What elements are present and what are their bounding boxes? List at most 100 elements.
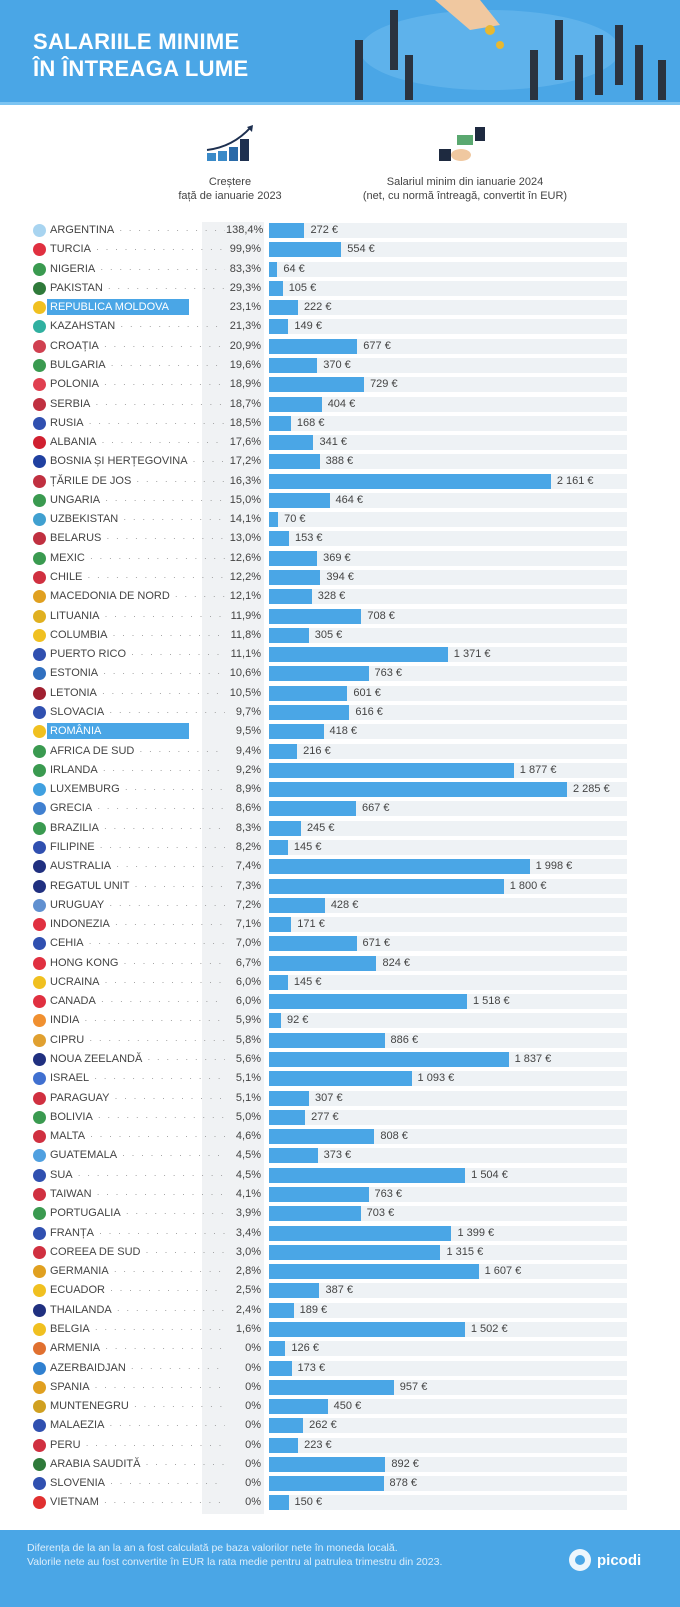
- wage-label: 373 €: [323, 1149, 352, 1162]
- leader-dots: · · · · · · · · · · · · · · · · · · · · …: [119, 225, 225, 235]
- flag-icon: [33, 1438, 46, 1452]
- bar-track: [269, 435, 627, 451]
- flag-icon: [33, 918, 46, 932]
- growth-label: 83,3%: [229, 262, 261, 275]
- wage-bar: [269, 1321, 465, 1337]
- country-label: MALTA: [50, 1130, 86, 1143]
- country-cell: AUSTRALIA · · · · · · · · · · · · · · · ·…: [47, 858, 225, 874]
- chart-row: COREEA DE SUD · · · · · · · · · · · · · ·…: [0, 1243, 680, 1262]
- wage-label: 667 €: [361, 802, 390, 815]
- chart-row: SERBIA · · · · · · · · · · · · · · · · · …: [0, 395, 680, 414]
- wage-bar: [269, 1244, 441, 1260]
- wage-label: 262 €: [309, 1419, 337, 1432]
- chart-row: REGATUL UNIT · · · · · · · · · · · · · · …: [0, 877, 680, 896]
- country-label: MUNTENEGRU: [50, 1400, 129, 1413]
- growth-label: 6,0%: [235, 995, 261, 1008]
- country-label: CIPRU: [50, 1033, 85, 1046]
- wage-bar: [269, 570, 321, 586]
- flag-icon: [33, 879, 46, 893]
- wage-label: 1 998 €: [535, 860, 573, 873]
- growth-label: 12,2%: [229, 571, 261, 584]
- growth-label: 0%: [245, 1457, 261, 1470]
- growth-label: 9,4%: [235, 744, 261, 757]
- chart-row: MEXIC · · · · · · · · · · · · · · · · · ·…: [0, 549, 680, 568]
- chart-row: LETONIA · · · · · · · · · · · · · · · · ·…: [0, 684, 680, 703]
- picodi-logo-icon: [569, 1549, 591, 1571]
- wage-bar: [269, 685, 348, 701]
- bar-track: [269, 300, 627, 316]
- country-cell: LUXEMBURG · · · · · · · · · · · · · · · ·…: [47, 781, 225, 797]
- growth-label: 11,8%: [230, 628, 261, 641]
- bar-track: [269, 261, 627, 277]
- country-label: TAIWAN: [50, 1188, 92, 1200]
- country-cell: ISRAEL · · · · · · · · · · · · · · · · · …: [47, 1070, 225, 1086]
- country-cell: BOSNIA ȘI HERȚEGOVINA · · · · · · · · · ·…: [47, 453, 225, 469]
- country-cell: ROMÂNIA: [47, 723, 225, 740]
- leader-dots: · · · · · · · · · · · · · · · · · · · · …: [101, 437, 225, 448]
- wage-label: 305 €: [314, 628, 343, 641]
- country-cell: VIETNAM · · · · · · · · · · · · · · · · ·…: [47, 1494, 225, 1510]
- wage-label: 763 €: [374, 667, 403, 680]
- wage-bar: [269, 1167, 466, 1183]
- chart-row: UCRAINA · · · · · · · · · · · · · · · · ·…: [0, 973, 680, 992]
- chart-row: URUGUAY · · · · · · · · · · · · · · · · ·…: [0, 896, 680, 915]
- country-cell: COLUMBIA · · · · · · · · · · · · · · · · …: [47, 627, 225, 643]
- chart-row: MALTA · · · · · · · · · · · · · · · · · ·…: [0, 1127, 680, 1146]
- country-label: SLOVACIA: [50, 706, 105, 718]
- wage-bar: [269, 357, 318, 373]
- country-cell: GRECIA · · · · · · · · · · · · · · · · · …: [47, 800, 225, 816]
- country-label: ARABIA SAUDITĂ: [50, 1457, 141, 1470]
- header-banner: SALARIILE MINIME ÎN ÎNTREAGA LUME: [0, 0, 680, 105]
- flag-icon: [33, 1400, 46, 1414]
- wage-bar: [269, 550, 318, 566]
- chart-row: CHILE · · · · · · · · · · · · · · · · · ·…: [0, 568, 680, 587]
- wage-bar: [269, 280, 283, 296]
- country-cell: UZBEKISTAN · · · · · · · · · · · · · · · …: [47, 511, 225, 527]
- flag-icon: [33, 840, 46, 854]
- country-cell: UNGARIA · · · · · · · · · · · · · · · · ·…: [47, 492, 225, 508]
- growth-label: 7,1%: [235, 918, 261, 931]
- wage-bar: [269, 1206, 361, 1222]
- country-label: POLONIA: [50, 378, 99, 391]
- growth-label: 19,6%: [229, 358, 261, 371]
- wage-label: 1 837 €: [514, 1053, 552, 1066]
- wage-bar: [269, 878, 504, 894]
- country-cell: SLOVACIA · · · · · · · · · · · · · · · · …: [47, 704, 225, 720]
- chart-row: CIPRU · · · · · · · · · · · · · · · · · ·…: [0, 1031, 680, 1050]
- wage-label: 105 €: [288, 281, 317, 294]
- wage-label: 149 €: [294, 320, 322, 333]
- wage-label: 703 €: [366, 1207, 395, 1220]
- growth-label: 9,7%: [235, 706, 261, 718]
- growth-label: 12,6%: [229, 551, 261, 564]
- growth-label: 0%: [245, 1342, 261, 1355]
- wage-bar: [269, 396, 322, 412]
- country-label: MACEDONIA DE NORD: [50, 590, 170, 603]
- flag-icon: [33, 301, 46, 315]
- wage-bar: [269, 1456, 386, 1472]
- wage-bar: [269, 820, 301, 836]
- wage-label: 168 €: [296, 416, 325, 429]
- chart-row: INDONEZIA · · · · · · · · · · · · · · · ·…: [0, 915, 680, 934]
- leader-dots: · · · · · · · · · · · · · · · · · · · · …: [145, 1458, 225, 1469]
- country-cell: CANADA · · · · · · · · · · · · · · · · · …: [47, 993, 225, 1009]
- bar-track: [269, 357, 627, 373]
- chart-row: ARMENIA · · · · · · · · · · · · · · · · ·…: [0, 1339, 680, 1358]
- wage-label: 341 €: [319, 436, 347, 449]
- country-cell: BRAZILIA · · · · · · · · · · · · · · · · …: [47, 820, 225, 836]
- leader-dots: · · · · · · · · · · · · · · · · · · · · …: [124, 784, 225, 795]
- country-cell: HONG KONG · · · · · · · · · · · · · · · ·…: [47, 955, 225, 971]
- flag-icon: [33, 1226, 46, 1240]
- bar-track: [269, 1399, 627, 1415]
- flag-icon: [33, 320, 46, 334]
- wage-label: 404 €: [327, 397, 356, 410]
- flag-icon: [33, 281, 46, 295]
- leader-dots: · · · · · · · · · · · · · · · · · · · · …: [89, 552, 225, 563]
- wage-bar: [269, 1476, 384, 1492]
- wage-bar: [269, 377, 365, 393]
- chart-row: GERMANIA · · · · · · · · · · · · · · · · …: [0, 1262, 680, 1281]
- wage-bar: [269, 1090, 310, 1106]
- wage-bar: [269, 1013, 281, 1029]
- bar-track: [269, 1437, 627, 1453]
- growth-label: 5,9%: [235, 1014, 261, 1027]
- wage-bar: [269, 936, 357, 952]
